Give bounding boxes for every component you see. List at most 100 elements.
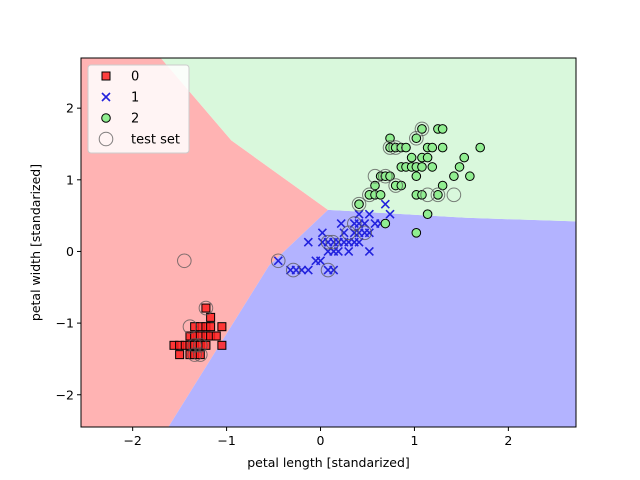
data-point [303,237,313,247]
legend-marker-1 [101,92,111,102]
data-point [465,171,475,182]
region-class-2 [160,58,576,222]
data-point [177,253,192,269]
x-tick-label: 0 [317,433,325,448]
data-point [192,338,208,353]
data-point [329,265,339,275]
y-tick-label: 0 [66,244,74,259]
series-2 [354,124,485,238]
data-point [437,142,448,153]
data-point [187,338,202,353]
data-point [422,209,433,219]
x-tick-label: 1 [410,433,418,448]
data-point [380,218,391,229]
region-class-1 [168,209,576,427]
data-point [459,152,470,163]
data-point [201,303,211,313]
data-point [217,340,227,350]
data-point [325,234,341,250]
data-point [270,253,286,269]
legend-label: 2 [131,112,139,127]
legend: 0 1 2 test set [87,64,190,154]
data-point [320,262,336,278]
data-point [187,347,202,362]
plot-frame [80,57,577,428]
legend-label: 1 [131,91,139,106]
y-tick-label: −1 [56,316,74,331]
data-point [475,142,485,153]
data-point [454,162,465,172]
data-point [364,246,374,257]
data-point [206,322,216,332]
data-point [422,152,433,163]
data-point [367,168,383,184]
data-point [192,347,208,362]
x-axis: −2 −1 0 1 2 [123,427,512,448]
data-point [375,190,386,200]
data-point [411,133,422,144]
data-point [401,142,411,153]
y-tick-label: 2 [66,101,74,116]
legend-marker-test-set [98,131,114,147]
data-point [273,256,283,266]
data-point [182,319,198,334]
data-point [320,234,336,250]
series-test-set [177,121,462,362]
data-point [336,218,346,229]
data-point [449,171,459,182]
y-tick-label: 1 [66,172,74,187]
data-point [347,216,362,231]
legend-marker-2 [101,113,111,123]
data-point [409,130,424,146]
data-point [406,152,417,163]
y-axis: −2 −1 0 1 2 [56,101,81,402]
data-point [433,190,443,200]
data-point [385,133,395,144]
data-point [211,331,221,341]
legend-label: 0 [131,70,139,85]
data-point [427,142,438,153]
legend-label: test set [131,133,180,148]
x-tick-label: −1 [217,433,235,448]
data-point [357,225,372,241]
y-axis-label: petal width [standarized] [28,164,43,321]
data-point [339,228,349,238]
y-tick-label: −2 [56,387,74,402]
x-axis-label: petal length [standarized] [247,455,410,470]
legend-marker-0 [101,71,111,81]
data-point [388,140,403,155]
data-point [411,228,422,238]
x-tick-label: 2 [504,433,512,448]
data-point [417,124,427,134]
data-point [437,124,448,134]
data-point [378,168,393,184]
data-point [351,196,367,212]
data-point [385,209,395,219]
data-point [370,180,380,191]
legend-box [87,64,190,154]
data-point [417,162,427,172]
data-point [285,262,301,278]
data-point [362,187,377,203]
data-point [315,256,326,266]
data-point [411,171,422,182]
data-point [303,265,313,275]
data-point [175,350,185,360]
data-point [354,199,364,209]
data-point [364,228,374,238]
data-point [341,225,356,241]
data-point [217,322,227,332]
data-point [382,140,398,155]
data-point [414,121,430,137]
data-point [344,246,354,257]
data-point [380,199,390,209]
series-0 [169,303,227,360]
data-point [388,178,403,193]
data-point [420,187,435,203]
data-point [364,209,374,219]
data-points [169,121,485,362]
data-point [198,300,214,316]
data-point [430,187,446,203]
data-point [446,187,462,203]
